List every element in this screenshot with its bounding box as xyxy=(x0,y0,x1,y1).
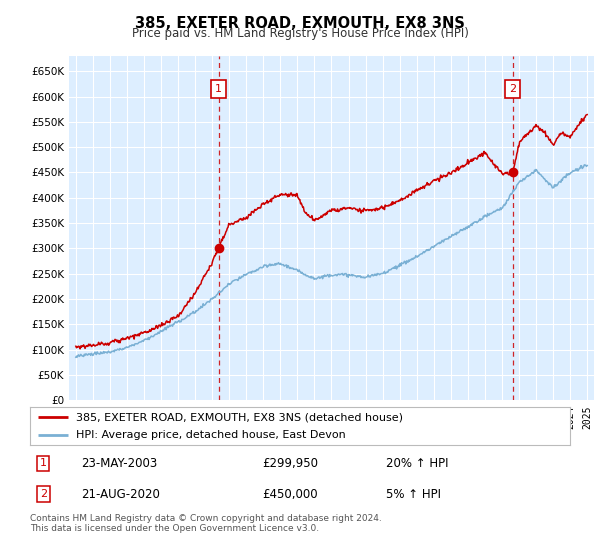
Text: 20% ↑ HPI: 20% ↑ HPI xyxy=(386,457,449,470)
Text: £299,950: £299,950 xyxy=(262,457,318,470)
Text: 1: 1 xyxy=(215,84,222,94)
Text: 385, EXETER ROAD, EXMOUTH, EX8 3NS: 385, EXETER ROAD, EXMOUTH, EX8 3NS xyxy=(135,16,465,31)
Text: Price paid vs. HM Land Registry's House Price Index (HPI): Price paid vs. HM Land Registry's House … xyxy=(131,27,469,40)
Text: HPI: Average price, detached house, East Devon: HPI: Average price, detached house, East… xyxy=(76,430,346,440)
Text: 5% ↑ HPI: 5% ↑ HPI xyxy=(386,488,442,501)
Text: 23-MAY-2003: 23-MAY-2003 xyxy=(82,457,158,470)
Text: 385, EXETER ROAD, EXMOUTH, EX8 3NS (detached house): 385, EXETER ROAD, EXMOUTH, EX8 3NS (deta… xyxy=(76,412,403,422)
Text: 2: 2 xyxy=(509,84,516,94)
Text: Contains HM Land Registry data © Crown copyright and database right 2024.
This d: Contains HM Land Registry data © Crown c… xyxy=(30,514,382,534)
Text: 21-AUG-2020: 21-AUG-2020 xyxy=(82,488,160,501)
Text: 1: 1 xyxy=(40,458,47,468)
Text: £450,000: £450,000 xyxy=(262,488,318,501)
Text: 2: 2 xyxy=(40,489,47,499)
